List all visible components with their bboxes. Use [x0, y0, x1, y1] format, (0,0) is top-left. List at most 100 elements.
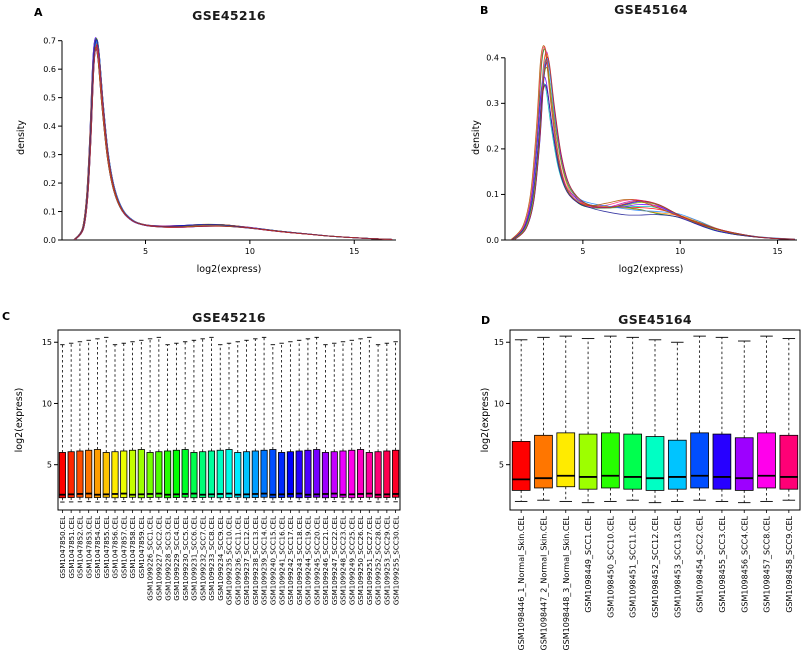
svg-text:GSM1099233_SCC8.CEL: GSM1099233_SCC8.CEL	[208, 516, 216, 601]
svg-text:15: 15	[42, 338, 52, 347]
density-chart-gse45164: 0.0 0.1 0.2 0.3 0.4 5 10 15 log2(express) density	[471, 45, 797, 275]
svg-text:GSM1098455_SCC3.CEL: GSM1098455_SCC3.CEL	[718, 515, 727, 612]
svg-text:GSM1047855.CEL: GSM1047855.CEL	[103, 516, 111, 579]
svg-text:GSM1099231_SCC6.CEL: GSM1099231_SCC6.CEL	[191, 516, 199, 601]
svg-text:GSM1098450_SCC10.CEL: GSM1098450_SCC10.CEL	[606, 515, 615, 617]
svg-text:log2(express): log2(express)	[619, 264, 684, 275]
svg-text:GSM1099232_SCC7.CEL: GSM1099232_SCC7.CEL	[199, 516, 207, 601]
svg-text:GSM1099240_SCC15.CEL: GSM1099240_SCC15.CEL	[270, 516, 278, 605]
svg-text:0.0: 0.0	[486, 236, 499, 245]
svg-text:GSM1047850.CEL: GSM1047850.CEL	[59, 516, 67, 579]
svg-text:GSM1099251_SCC27.CEL: GSM1099251_SCC27.CEL	[366, 516, 374, 605]
svg-text:0.4: 0.4	[486, 54, 499, 63]
svg-text:GSM1099227_SCC2.CEL: GSM1099227_SCC2.CEL	[156, 516, 164, 601]
svg-text:GSM1098452_SCC12.CEL: GSM1098452_SCC12.CEL	[651, 515, 660, 617]
svg-text:GSM1099239_SCC14.CEL: GSM1099239_SCC14.CEL	[261, 516, 269, 605]
svg-text:GSM1099247_SCC22.CEL: GSM1099247_SCC22.CEL	[331, 516, 339, 605]
svg-text:GSM1047857.CEL: GSM1047857.CEL	[120, 516, 128, 579]
svg-text:GSM1099229_SCC4.CEL: GSM1099229_SCC4.CEL	[173, 516, 181, 601]
svg-text:log2(express): log2(express)	[480, 388, 491, 453]
svg-text:GSM1047852.CEL: GSM1047852.CEL	[77, 516, 85, 579]
svg-text:density: density	[471, 120, 482, 155]
svg-text:0.2: 0.2	[486, 145, 499, 154]
svg-text:log2(express): log2(express)	[197, 264, 262, 275]
svg-text:5: 5	[580, 247, 585, 256]
svg-text:GSM1099228_SCC3.CEL: GSM1099228_SCC3.CEL	[164, 516, 172, 601]
svg-text:15: 15	[494, 338, 504, 347]
svg-text:GSM1098448_3_Normal_Skin.CEL: GSM1098448_3_Normal_Skin.CEL	[562, 515, 571, 650]
svg-text:GSM1099244_SCC19.CEL: GSM1099244_SCC19.CEL	[305, 516, 313, 605]
svg-text:GSM1098458_SCC9.CEL: GSM1098458_SCC9.CEL	[785, 515, 794, 612]
svg-text:0.1: 0.1	[43, 207, 56, 216]
svg-text:GSM1098449_SCC1.CEL: GSM1098449_SCC1.CEL	[584, 515, 593, 612]
svg-text:GSM1099234_SCC9.CEL: GSM1099234_SCC9.CEL	[217, 516, 225, 601]
svg-text:0.4: 0.4	[43, 122, 56, 131]
svg-text:5: 5	[143, 247, 148, 256]
svg-text:GSM1099241_SCC16.CEL: GSM1099241_SCC16.CEL	[278, 516, 286, 605]
svg-text:GSM1099246_SCC21.CEL: GSM1099246_SCC21.CEL	[322, 516, 330, 605]
svg-text:15: 15	[349, 247, 359, 256]
svg-text:10: 10	[675, 247, 685, 256]
svg-text:0.5: 0.5	[43, 93, 56, 102]
svg-text:GSM1098454_SCC2.CEL: GSM1098454_SCC2.CEL	[696, 515, 705, 612]
svg-text:GSM1098447_2_Normal_Skin.CEL: GSM1098447_2_Normal_Skin.CEL	[540, 515, 549, 650]
svg-text:0.2: 0.2	[43, 179, 56, 188]
svg-text:GSM1098457_SCC8.CEL: GSM1098457_SCC8.CEL	[763, 515, 772, 612]
svg-text:5: 5	[499, 460, 504, 469]
svg-text:GSM1099237_SCC12.CEL: GSM1099237_SCC12.CEL	[243, 516, 251, 605]
svg-text:GSM1098453_SCC13.CEL: GSM1098453_SCC13.CEL	[673, 515, 682, 617]
panel-b-letter: B	[480, 4, 489, 17]
svg-text:5: 5	[47, 460, 52, 469]
panel-d-title: GSE45164	[618, 312, 692, 327]
svg-text:GSM1047853.CEL: GSM1047853.CEL	[85, 516, 93, 579]
panel-d: 5 10 15 log2(express) GSM1098446_1_Normal_Sk…	[405, 300, 810, 662]
svg-text:0.6: 0.6	[43, 65, 56, 74]
svg-text:GSM1099243_SCC18.CEL: GSM1099243_SCC18.CEL	[296, 516, 304, 605]
svg-text:GSM1099250_SCC26.CEL: GSM1099250_SCC26.CEL	[357, 516, 365, 605]
svg-text:15: 15	[772, 247, 782, 256]
svg-text:density: density	[16, 120, 27, 155]
svg-text:GSM1047854.CEL: GSM1047854.CEL	[94, 516, 102, 579]
svg-text:GSM1098451_SCC11.CEL: GSM1098451_SCC11.CEL	[629, 515, 638, 617]
boxplot-chart-gse45164: 5 10 15 log2(express) GSM1098446_1_Normal_Sk…	[480, 329, 801, 651]
svg-text:GSM1098456_SCC4.CEL: GSM1098456_SCC4.CEL	[740, 515, 749, 612]
panel-a-letter: A	[34, 6, 43, 19]
svg-text:GSM1099235_SCC10.CEL: GSM1099235_SCC10.CEL	[226, 516, 234, 605]
svg-text:GSM1099255_SCC30.CEL: GSM1099255_SCC30.CEL	[392, 516, 400, 605]
svg-text:GSM1099238_SCC13.CEL: GSM1099238_SCC13.CEL	[252, 516, 260, 605]
svg-text:GSM1099230_SCC5.CEL: GSM1099230_SCC5.CEL	[182, 516, 190, 601]
svg-text:GSM1047851.CEL: GSM1047851.CEL	[68, 516, 76, 579]
svg-text:log2(express): log2(express)	[14, 388, 25, 453]
svg-text:GSM1047858.CEL: GSM1047858.CEL	[129, 516, 137, 579]
svg-text:GSM1099236_SCC11.CEL: GSM1099236_SCC11.CEL	[234, 516, 242, 605]
svg-text:GSM1047859.CEL: GSM1047859.CEL	[138, 516, 146, 579]
svg-text:10: 10	[245, 247, 255, 256]
svg-text:0.7: 0.7	[43, 36, 56, 45]
panel-c: 5 10 15 log2(express) GSM1047850.CEL GSM10478…	[0, 300, 405, 662]
panel-a: 0.0 0.1 0.2 0.3 0.4 0.5 0.6 0.7 5 10 15 log2(expres…	[0, 0, 405, 300]
svg-text:10: 10	[42, 399, 52, 408]
panel-c-letter: C	[2, 310, 11, 323]
panel-d-letter: D	[481, 314, 491, 327]
svg-text:GSM1099226_SCC1.CEL: GSM1099226_SCC1.CEL	[147, 516, 155, 601]
svg-text:GSM1099242_SCC17.CEL: GSM1099242_SCC17.CEL	[287, 516, 295, 605]
panel-b: 0.0 0.1 0.2 0.3 0.4 5 10 15 log2(express) density…	[405, 0, 810, 300]
svg-text:GSM1098446_1_Normal_Skin.CEL: GSM1098446_1_Normal_Skin.CEL	[517, 515, 526, 650]
svg-text:0.3: 0.3	[486, 99, 499, 108]
svg-text:GSM1099248_SCC23.CEL: GSM1099248_SCC23.CEL	[340, 516, 348, 605]
svg-text:GSM1099252_SCC28.CEL: GSM1099252_SCC28.CEL	[375, 516, 383, 605]
panel-c-title: GSE45216	[192, 310, 266, 325]
svg-text:0.1: 0.1	[486, 190, 499, 199]
svg-text:GSM1047856.CEL: GSM1047856.CEL	[112, 516, 120, 579]
svg-text:10: 10	[494, 399, 504, 408]
svg-text:GSM1099249_SCC25.CEL: GSM1099249_SCC25.CEL	[348, 516, 356, 605]
svg-text:0.0: 0.0	[43, 236, 56, 245]
panel-b-title: GSE45164	[614, 2, 688, 17]
svg-text:0.3: 0.3	[43, 150, 56, 159]
svg-text:GSM1099253_SCC29.CEL: GSM1099253_SCC29.CEL	[384, 516, 392, 605]
panel-a-title: GSE45216	[192, 8, 266, 23]
density-chart-gse45216: 0.0 0.1 0.2 0.3 0.4 0.5 0.6 0.7 5 10 15 log2(expres…	[16, 36, 396, 275]
svg-text:GSM1099245_SCC20.CEL: GSM1099245_SCC20.CEL	[313, 516, 321, 605]
